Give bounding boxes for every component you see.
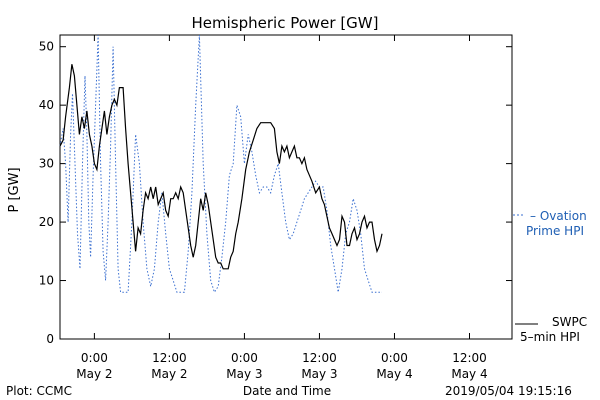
series-group: [59, 34, 383, 294]
series-line-ovation-prime: [59, 34, 382, 294]
x-tick-time-label: 0:00: [381, 351, 408, 365]
y-tick-label: 10: [39, 274, 54, 288]
x-tick-date-label: May 4: [376, 367, 412, 381]
plot-frame: [59, 34, 513, 340]
footer-timestamp: 2019/05/04 19:15:16: [445, 384, 572, 398]
legend-swpc-line2: 5–min HPI: [520, 330, 580, 344]
y-axis-label: P [GW]: [7, 167, 22, 212]
legend-ovation-line1: – Ovation: [530, 209, 587, 223]
x-tick-time-label: 12:00: [152, 351, 187, 365]
y-tick-label: 20: [39, 215, 54, 229]
x-tick-time-label: 12:00: [302, 351, 337, 365]
x-tick-time-label: 0:00: [231, 351, 258, 365]
x-axis-label: Date and Time: [243, 384, 331, 398]
x-tick-time-label: 0:00: [81, 351, 108, 365]
series-line-swpc: [59, 64, 383, 270]
legend-ovation-line2: Prime HPI: [526, 224, 584, 238]
y-tick-label: 50: [39, 40, 54, 54]
legend-swpc-line1: SWPC: [552, 315, 587, 329]
y-tick-label: 30: [39, 157, 54, 171]
y-axis-ticks: 0 10 20 30 40 50: [39, 40, 512, 346]
x-axis-ticks: 0:00 May 2 12:00 May 2 0:00 May 3 12:00 May 3 0:…: [76, 35, 488, 381]
y-tick-label: 40: [39, 98, 54, 112]
x-tick-date-label: May 4: [451, 367, 487, 381]
footer-credit: Plot: CCMC: [6, 384, 72, 398]
x-tick-date-label: May 3: [226, 367, 262, 381]
x-tick-date-label: May 2: [76, 367, 112, 381]
x-tick-time-label: 12:00: [452, 351, 487, 365]
x-tick-date-label: May 3: [301, 367, 337, 381]
x-tick-date-label: May 2: [151, 367, 187, 381]
y-tick-label: 0: [46, 332, 54, 346]
chart-title: Hemispheric Power [GW]: [192, 14, 379, 32]
